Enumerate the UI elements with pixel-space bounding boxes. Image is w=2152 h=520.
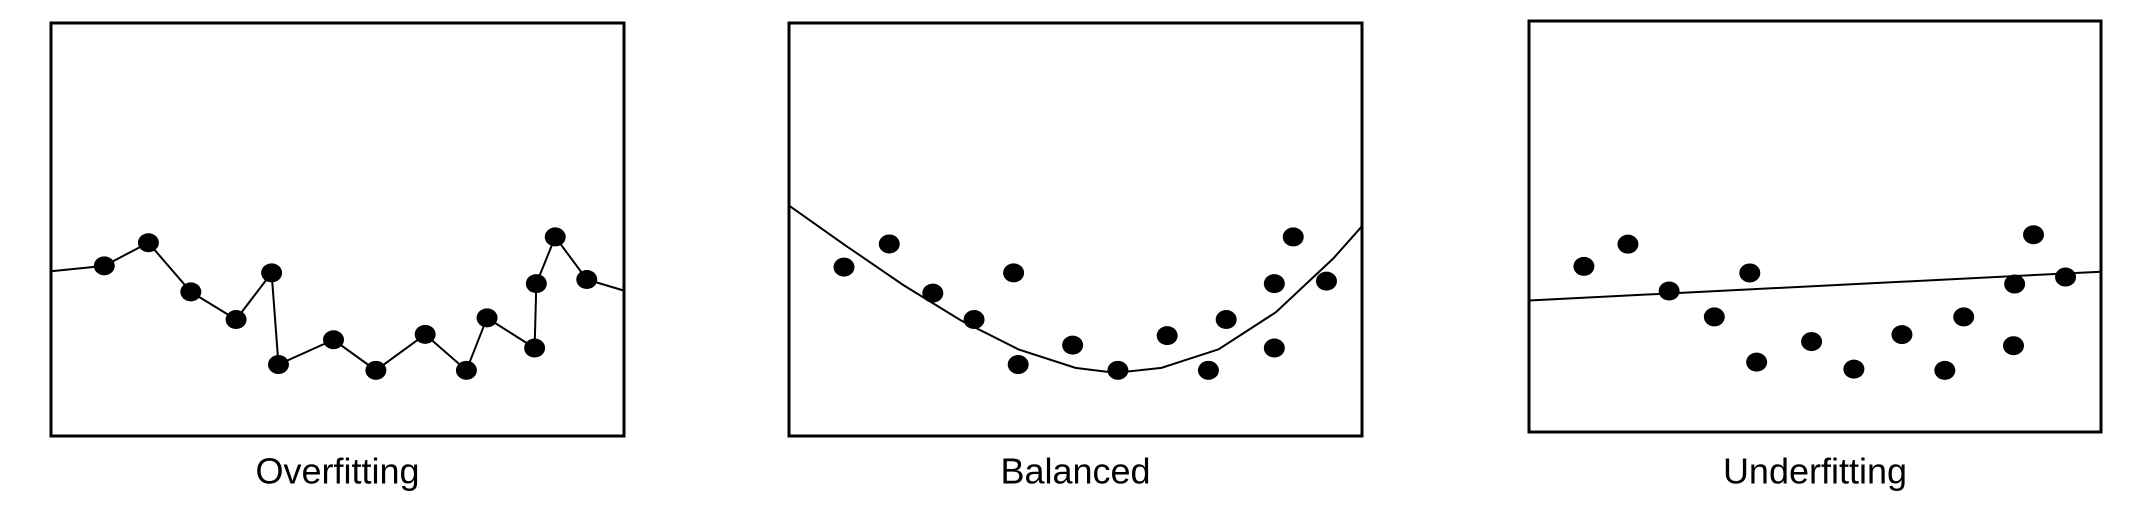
data-point [2023, 225, 2045, 245]
data-point [1801, 332, 1823, 352]
data-point [365, 360, 387, 380]
data-point [544, 227, 566, 247]
data-point [1573, 256, 1595, 276]
data-point [261, 263, 283, 283]
data-point [833, 257, 855, 277]
data-point [576, 269, 598, 289]
data-point [1891, 325, 1913, 345]
data-point [1282, 227, 1304, 247]
data-point [1197, 360, 1219, 380]
panel-frame [1527, 19, 2103, 434]
panel-label: Underfitting [1723, 451, 1907, 492]
data-point [1934, 360, 1956, 380]
data-point [476, 308, 498, 328]
data-point [1953, 307, 1975, 327]
data-point [878, 234, 900, 254]
data-point [1703, 307, 1725, 327]
data-point [180, 282, 202, 302]
data-point [1843, 359, 1865, 379]
data-point [1315, 271, 1337, 291]
data-point [1215, 310, 1237, 330]
data-point [225, 310, 247, 330]
data-point [137, 233, 159, 253]
data-point [1746, 352, 1768, 372]
data-point [1107, 360, 1129, 380]
data-point [2004, 274, 2026, 294]
data-point [1007, 355, 1029, 375]
data-point [1156, 326, 1178, 346]
data-point [524, 338, 546, 358]
fit-line [1528, 270, 2102, 302]
data-point [2002, 336, 2024, 356]
panel-label: Overfitting [255, 451, 419, 492]
data-point [1617, 234, 1639, 254]
data-point [1003, 263, 1025, 283]
data-point [414, 324, 436, 344]
panel-frame [49, 21, 626, 438]
data-point [1658, 281, 1680, 301]
data-point [1739, 263, 1761, 283]
fit-line [788, 204, 1363, 374]
data-point [922, 283, 944, 303]
data-point [267, 355, 289, 375]
panel-label: Balanced [1000, 451, 1150, 492]
data-point [2055, 267, 2077, 287]
data-point [1263, 274, 1285, 294]
panel-frame [787, 21, 1364, 438]
data-point [525, 274, 547, 294]
data-point [322, 330, 344, 350]
data-point [93, 256, 115, 276]
data-point [1263, 338, 1285, 358]
data-point [455, 360, 477, 380]
data-point [1062, 335, 1084, 355]
data-point [963, 310, 985, 330]
